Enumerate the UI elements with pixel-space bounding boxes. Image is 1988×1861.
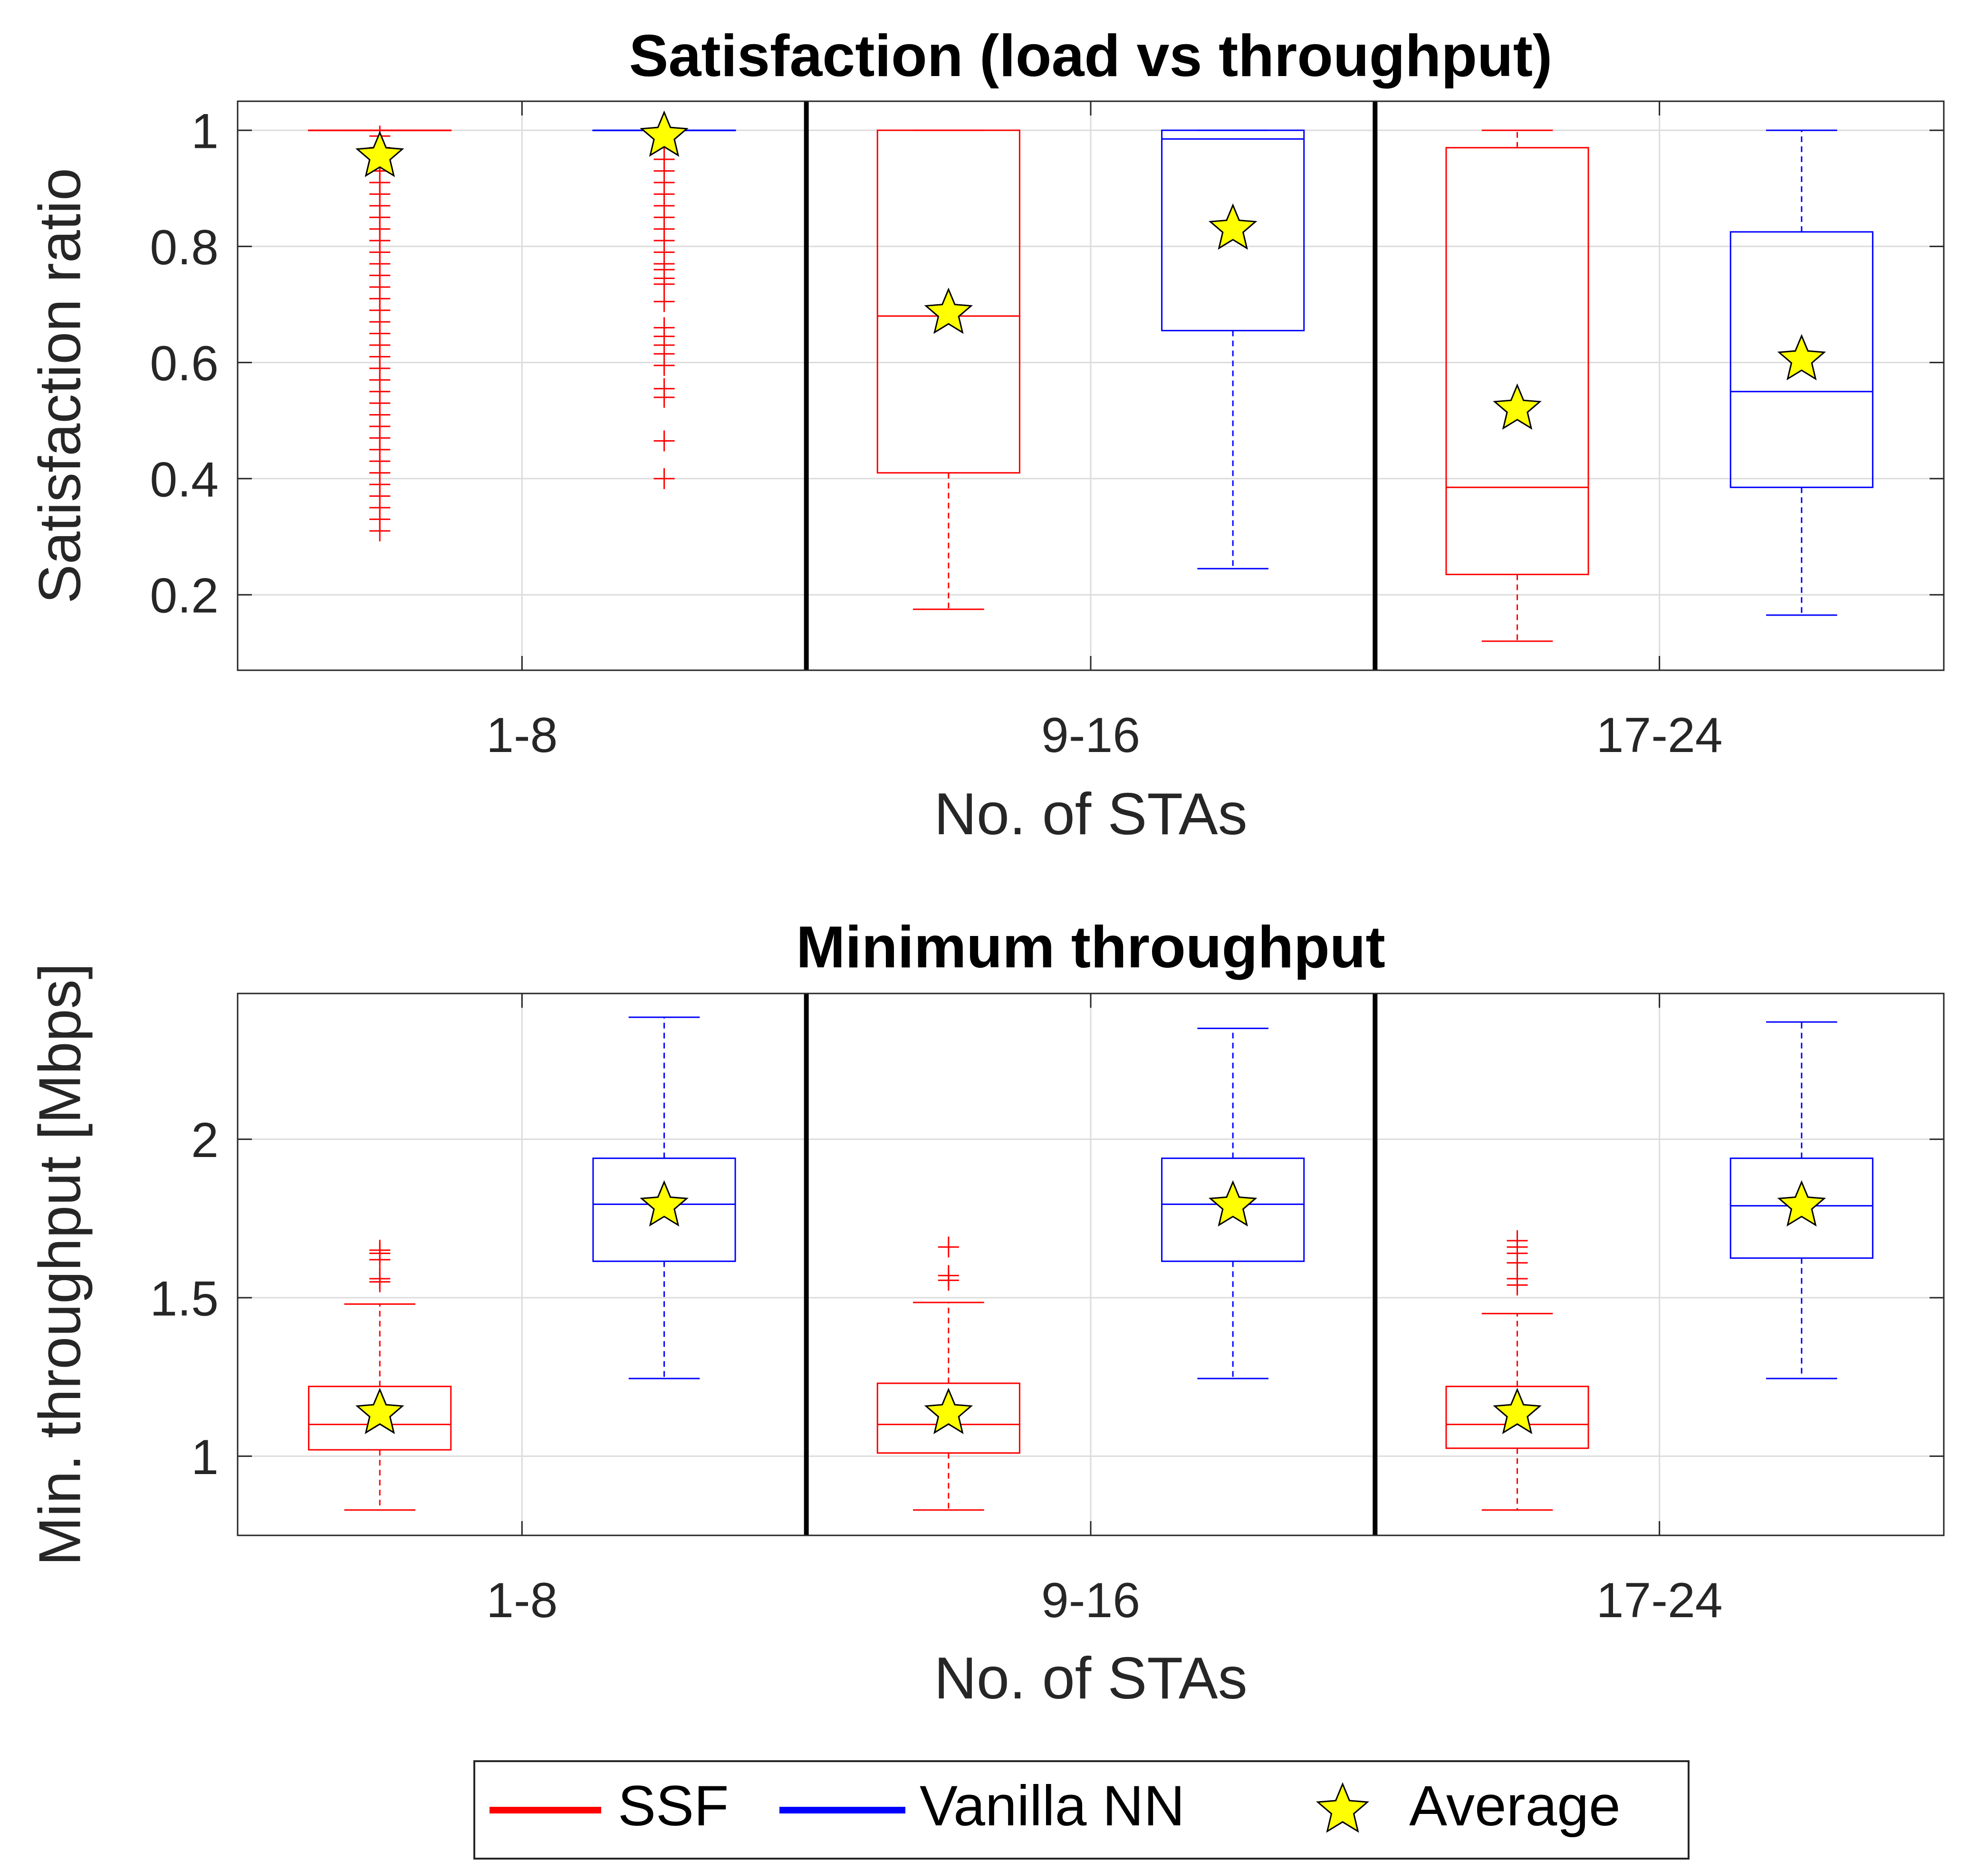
outlier-marker — [653, 468, 675, 489]
plot-data — [308, 993, 1873, 1535]
box-iqr — [308, 1386, 452, 1451]
x-tick-label: 9-16 — [1041, 1573, 1140, 1628]
box-iqr — [1161, 1157, 1305, 1262]
outlier-marker — [369, 1240, 391, 1261]
mean-star-icon — [1208, 1180, 1258, 1227]
axis-ticks: 0.2 0.4 0.6 0.8 1 1-8 9-16 17-24 — [150, 101, 1944, 763]
box-iqr — [1729, 231, 1873, 488]
mean-star-icon — [355, 1388, 404, 1434]
y-tick-label: 0.4 — [150, 452, 219, 507]
y-tick-label: 1 — [191, 104, 219, 159]
y-axis-label: Satisfaction ratio — [27, 168, 93, 604]
box-iqr — [1445, 147, 1589, 575]
mean-star-icon — [1777, 334, 1826, 381]
mean-star-icon — [640, 1180, 689, 1227]
mean-star-icon — [640, 110, 689, 157]
outlier-marker — [369, 1268, 391, 1289]
legend-average-star-icon — [1316, 1782, 1370, 1833]
box-iqr — [592, 1157, 736, 1262]
x-tick-label: 17-24 — [1596, 1573, 1723, 1628]
outlier-marker — [653, 317, 675, 338]
y-tick-label: 1.5 — [150, 1271, 219, 1326]
mean-star-icon — [355, 131, 404, 177]
legend-ssf-label: SSF — [618, 1774, 729, 1838]
axis-ticks: 1 1.5 2 1-8 9-16 17-24 — [150, 993, 1944, 1628]
plot-data — [308, 101, 1873, 670]
mean-star-icon — [1208, 203, 1258, 250]
box-iqr — [1729, 1157, 1873, 1259]
mean-star-icon — [924, 287, 973, 334]
x-tick-label: 1-8 — [486, 1573, 557, 1628]
grid-lines — [238, 993, 1944, 1535]
x-axis-label: No. of STAs — [934, 781, 1247, 847]
y-tick-label: 0.6 — [150, 336, 219, 391]
legend-frame — [473, 1760, 1690, 1860]
box-iqr — [1445, 1386, 1589, 1449]
chart-satisfaction: 0.2 0.4 0.6 0.8 1 1-8 9-16 17-24 Satisfaction (… — [27, 23, 1945, 847]
box-iqr — [876, 1382, 1020, 1454]
x-tick-label: 1-8 — [486, 708, 557, 763]
y-axis-label: Min. throughput [Mbps] — [27, 963, 93, 1566]
chart-title: Minimum throughput — [796, 915, 1385, 980]
mean-star-icon — [924, 1388, 973, 1434]
mean-star-icon — [1493, 1388, 1542, 1434]
y-tick-label: 0.2 — [150, 569, 219, 624]
outlier-marker — [1507, 1230, 1528, 1251]
y-tick-label: 0.8 — [150, 220, 219, 275]
box-iqr — [876, 129, 1020, 474]
outlier-marker — [938, 1236, 959, 1258]
chart-min-throughput: 1 1.5 2 1-8 9-16 17-24 Minimum throughput No.… — [27, 915, 1945, 1711]
box-iqr — [1161, 129, 1305, 331]
outlier-marker — [653, 430, 675, 452]
chart-title: Satisfaction (load vs throughput) — [629, 23, 1553, 89]
x-tick-label: 9-16 — [1041, 708, 1140, 763]
y-tick-label: 1 — [191, 1430, 219, 1485]
outlier-marker — [653, 378, 675, 399]
grid-lines — [238, 101, 1944, 670]
x-axis-label: No. of STAs — [934, 1646, 1247, 1711]
x-tick-label: 17-24 — [1596, 708, 1723, 763]
mean-star-icon — [1777, 1180, 1826, 1227]
legend-average-label: Average — [1409, 1774, 1621, 1838]
mean-star-icon — [1493, 383, 1542, 430]
legend: SSF Vanilla NN Average — [473, 1760, 1690, 1860]
outlier-marker — [938, 1265, 959, 1286]
y-tick-label: 2 — [191, 1113, 219, 1168]
legend-vanilla-label: Vanilla NN — [920, 1774, 1185, 1838]
